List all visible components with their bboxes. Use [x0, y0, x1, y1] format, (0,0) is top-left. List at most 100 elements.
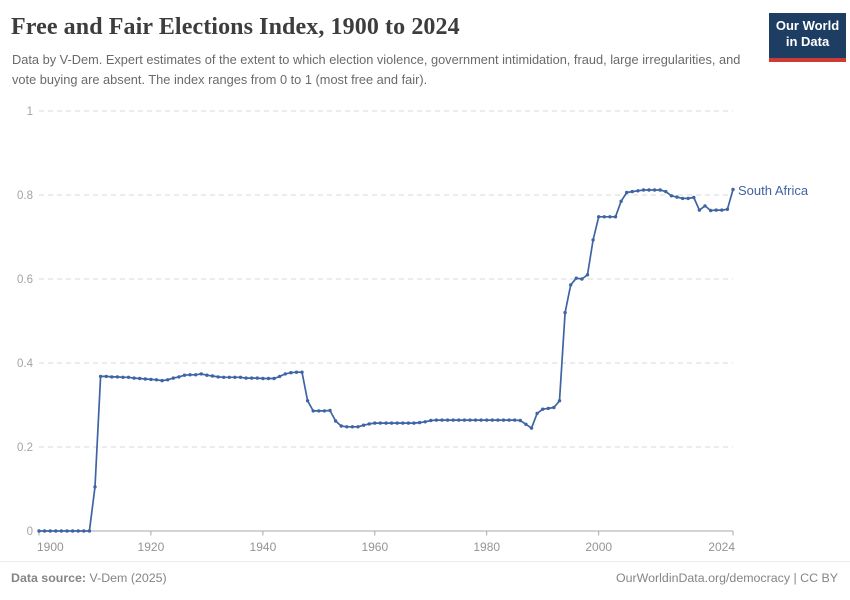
data-point-1930[interactable] [205, 373, 209, 377]
data-point-2004[interactable] [619, 199, 623, 203]
data-point-1971[interactable] [434, 418, 439, 422]
data-point-1987[interactable] [524, 422, 528, 426]
data-point-1908[interactable] [82, 529, 86, 533]
data-point-1956[interactable] [350, 425, 355, 429]
data-point-1962[interactable] [384, 421, 388, 425]
data-point-1912[interactable] [104, 374, 108, 379]
data-point-2017[interactable] [692, 195, 696, 200]
data-point-1980[interactable] [485, 418, 489, 422]
data-point-1998[interactable] [585, 273, 590, 277]
data-point-1988[interactable] [529, 426, 534, 430]
data-point-1950[interactable] [317, 409, 321, 413]
data-point-1952[interactable] [328, 408, 332, 413]
data-point-1943[interactable] [278, 374, 282, 379]
data-point-1900[interactable] [37, 529, 41, 533]
data-point-1989[interactable] [535, 411, 539, 416]
data-point-1933[interactable] [222, 375, 226, 379]
data-point-2003[interactable] [613, 215, 618, 219]
data-point-1942[interactable] [272, 376, 276, 381]
data-point-1915[interactable] [121, 375, 125, 379]
data-point-1984[interactable] [507, 418, 511, 422]
data-point-1920[interactable] [149, 377, 153, 382]
data-point-2012[interactable] [664, 189, 668, 194]
data-point-1937[interactable] [244, 376, 248, 380]
data-point-1976[interactable] [462, 418, 467, 422]
data-point-2023[interactable] [725, 207, 730, 211]
data-point-1948[interactable] [305, 399, 310, 403]
data-point-1945[interactable] [289, 371, 293, 375]
data-point-1963[interactable] [389, 421, 394, 425]
data-point-2006[interactable] [630, 189, 634, 194]
data-point-2019[interactable] [703, 204, 707, 208]
data-point-1903[interactable] [54, 529, 58, 533]
data-point-1995[interactable] [569, 283, 573, 287]
data-line-south-africa[interactable] [38, 188, 734, 532]
data-point-2024[interactable] [731, 187, 735, 192]
data-point-1973[interactable] [445, 418, 450, 422]
data-point-2014[interactable] [675, 195, 679, 199]
data-point-1965[interactable] [401, 421, 405, 425]
data-point-1940[interactable] [261, 376, 265, 381]
data-point-1969[interactable] [423, 420, 427, 424]
data-point-2009[interactable] [647, 188, 651, 192]
data-point-1904[interactable] [59, 529, 64, 533]
data-point-1906[interactable] [70, 529, 75, 533]
data-point-1954[interactable] [339, 424, 343, 428]
data-point-1917[interactable] [132, 376, 136, 380]
data-point-1921[interactable] [154, 378, 159, 382]
data-point-2021[interactable] [714, 208, 718, 212]
data-point-2013[interactable] [669, 194, 674, 198]
data-point-1939[interactable] [255, 376, 259, 380]
data-point-1946[interactable] [294, 370, 299, 374]
data-point-1932[interactable] [216, 375, 220, 379]
data-point-1983[interactable] [501, 418, 506, 422]
data-point-1966[interactable] [406, 421, 411, 425]
data-point-1902[interactable] [48, 529, 52, 533]
data-point-2015[interactable] [680, 196, 685, 201]
data-point-1985[interactable] [513, 418, 517, 422]
credit-link[interactable]: OurWorldinData.org/democracy | CC BY [616, 571, 838, 585]
data-point-2022[interactable] [720, 208, 724, 212]
data-point-1999[interactable] [591, 238, 595, 242]
data-point-1977[interactable] [468, 418, 472, 422]
data-point-1909[interactable] [87, 529, 92, 533]
data-point-1905[interactable] [65, 529, 69, 533]
data-point-1974[interactable] [451, 418, 455, 422]
data-point-1922[interactable] [160, 378, 164, 383]
data-point-1994[interactable] [563, 310, 567, 315]
data-point-1996[interactable] [574, 276, 578, 280]
data-point-1978[interactable] [473, 418, 478, 422]
data-point-2007[interactable] [636, 189, 640, 193]
data-point-2018[interactable] [697, 208, 702, 212]
data-point-1916[interactable] [126, 375, 131, 379]
data-point-1907[interactable] [76, 529, 80, 533]
data-point-1947[interactable] [300, 370, 304, 374]
data-point-1951[interactable] [322, 409, 327, 413]
data-point-1938[interactable] [250, 376, 254, 380]
data-point-1934[interactable] [227, 375, 231, 379]
data-point-1918[interactable] [138, 376, 142, 381]
data-point-2020[interactable] [708, 208, 713, 213]
data-point-1944[interactable] [283, 372, 287, 376]
data-point-1964[interactable] [395, 421, 399, 425]
data-point-1928[interactable] [194, 373, 198, 377]
data-point-1968[interactable] [417, 420, 422, 425]
data-point-1986[interactable] [518, 418, 522, 423]
data-point-2000[interactable] [597, 215, 601, 219]
data-point-1927[interactable] [188, 373, 192, 377]
data-point-1941[interactable] [266, 376, 271, 381]
data-point-1982[interactable] [496, 418, 500, 422]
data-point-1929[interactable] [199, 372, 203, 376]
data-point-1935[interactable] [233, 375, 237, 379]
data-point-1925[interactable] [177, 375, 181, 379]
data-point-2005[interactable] [625, 190, 629, 195]
data-point-1975[interactable] [457, 418, 461, 422]
data-point-1981[interactable] [490, 418, 494, 422]
data-point-2016[interactable] [686, 196, 690, 201]
data-point-2002[interactable] [608, 215, 612, 219]
data-point-2010[interactable] [652, 188, 657, 192]
data-point-1949[interactable] [311, 409, 315, 413]
owid-logo[interactable]: Our World in Data [769, 13, 846, 62]
data-point-1972[interactable] [440, 418, 444, 422]
data-point-1958[interactable] [361, 423, 366, 427]
